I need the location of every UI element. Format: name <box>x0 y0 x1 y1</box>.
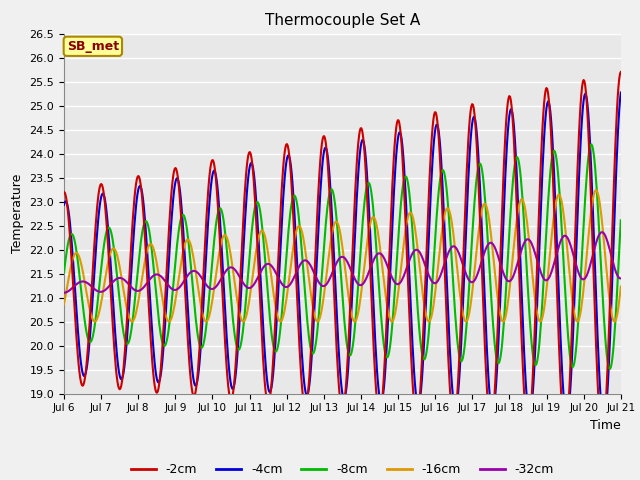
Title: Thermocouple Set A: Thermocouple Set A <box>265 13 420 28</box>
Legend: -2cm, -4cm, -8cm, -16cm, -32cm: -2cm, -4cm, -8cm, -16cm, -32cm <box>125 458 559 480</box>
Y-axis label: Temperature: Temperature <box>11 174 24 253</box>
Text: SB_met: SB_met <box>67 40 119 53</box>
X-axis label: Time: Time <box>590 419 621 432</box>
